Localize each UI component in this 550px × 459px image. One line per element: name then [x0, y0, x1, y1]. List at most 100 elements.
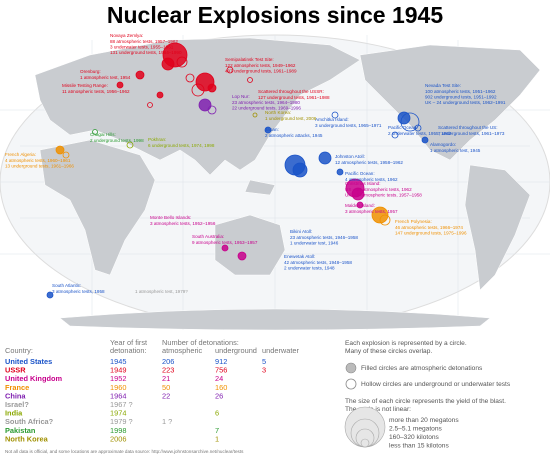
test-site-circle — [336, 168, 344, 176]
annotation-line: South Australia: — [192, 234, 224, 239]
annotation-line: 100 atmospheric tests, 1951–1962 — [425, 89, 496, 94]
table-cell: 21 — [162, 374, 170, 383]
annotation-line: 122 atmospheric tests, 1949–1962 — [225, 63, 296, 68]
annotation-line: 3 underground tests, 1965–1971 — [315, 123, 382, 128]
test-site-circle — [92, 129, 98, 135]
test-site-circle — [237, 251, 247, 261]
legend-text: more than 20 megatons — [389, 417, 459, 424]
table-cell: 26 — [215, 391, 223, 400]
legend-text: Hollow circles are underground or underw… — [361, 381, 511, 388]
annotation-line: 23 atmospheric tests, 1946–1958 — [290, 235, 358, 240]
annotation-line: 1 underground test, 2006 — [265, 116, 317, 121]
test-site-circle — [226, 66, 234, 74]
title: Nuclear Explosions since 1945 — [107, 2, 443, 28]
test-site-circle — [356, 201, 364, 209]
annotation-line: Scattered throughout the US: — [438, 125, 498, 130]
annotation-line: 22 underground tests, 1969–1996 — [232, 105, 301, 110]
annotation-line: Pacific Ocean: — [388, 125, 418, 130]
table-cell: 6 — [215, 409, 219, 418]
annotation-line: North Korea: — [265, 110, 291, 115]
annotation-line: 2 underwater tests, 1948 — [284, 265, 335, 270]
table-header: atmospheric — [162, 346, 203, 355]
test-site-circle — [391, 131, 399, 139]
annotation-line: Novaya Zemlya: — [110, 33, 143, 38]
test-site-circle — [421, 136, 429, 144]
table-cell: China — [5, 391, 26, 400]
annotation-line: Chagai Hills: — [90, 132, 116, 137]
test-site-circle — [371, 206, 389, 224]
table-cell: 1974 — [110, 409, 126, 418]
legend-size-circle — [360, 438, 370, 448]
annotation-line: Johnston Atoll: — [335, 154, 365, 159]
annotation-line: UK – 6 atmospheric tests, 1957–1958 — [345, 192, 422, 197]
test-site-circle — [46, 291, 54, 299]
annotation-line: 1 atmospheric test, 1979? — [135, 289, 188, 294]
annotation-line: 6 underground tests, 1974, 1998 — [148, 143, 215, 148]
test-site-circle — [198, 98, 212, 112]
annotation-line: 13 underground tests, 1961–1966 — [5, 163, 74, 168]
table-cell: USSR — [5, 366, 26, 375]
table-cell: 7 — [215, 426, 219, 435]
table-header: underwater — [262, 346, 300, 355]
annotation-line: 2 underwater tests, 1955, 1962 — [388, 131, 452, 136]
annotation-line: Scattered throughout the USSR: — [258, 89, 324, 94]
table-cell: 1967 ? — [110, 400, 133, 409]
annotation-line: 2 underground tests, 1998 — [90, 138, 144, 143]
test-site-circle — [156, 91, 164, 99]
annotation-line: 11 atmospheric tests, 1956–1962 — [62, 89, 130, 94]
annotation-line: Monte Bello Islands: — [150, 215, 191, 220]
test-site-circle — [135, 70, 145, 80]
legend-text: Filled circles are atmospheric detonatio… — [361, 365, 483, 372]
test-site-circle — [414, 124, 422, 132]
table-cell: 756 — [215, 366, 227, 375]
table-cell: 22 — [162, 391, 170, 400]
table-cell: 2006 — [110, 434, 126, 443]
annotation-line: 147 underground tests, 1975–1996 — [395, 230, 467, 235]
annotation-line: 3 atmospheric tests, 1952–1956 — [150, 221, 216, 226]
test-site-circle — [185, 73, 195, 83]
annotation-line: French Algeria: — [5, 152, 36, 157]
table-cell: 5 — [262, 357, 266, 366]
test-site-circle — [264, 126, 272, 134]
table-cell: 1 ? — [162, 417, 172, 426]
table-cell: Pakistan — [5, 426, 36, 435]
annotation-line: Bikini Atoll: — [290, 229, 312, 234]
annotation-line: 127 underground tests, 1961–1988 — [258, 95, 330, 100]
test-site-circle — [221, 244, 229, 252]
table-header: Number of detonations: — [162, 338, 239, 347]
annotation-line: 7 underground tests, 1961–1973 — [438, 131, 505, 136]
table-header: underground — [215, 346, 257, 355]
annotation-line: Nevada Test Site: — [425, 83, 461, 88]
legend-text: 160–320 kilotons — [389, 434, 440, 441]
annotation-line: Missile Testing Range: — [62, 83, 108, 88]
table-cell: 160 — [215, 383, 227, 392]
table-cell: United States — [5, 357, 52, 366]
test-site-circle — [351, 187, 365, 201]
test-site-circle — [318, 151, 332, 165]
table-cell: France — [5, 383, 29, 392]
annotation-line: Orenburg: — [80, 69, 101, 74]
annotation-line: Lop Nur: — [232, 94, 250, 99]
table-cell: 1945 — [110, 357, 126, 366]
table-cell: 24 — [215, 374, 223, 383]
annotation-line: Japan: — [265, 127, 279, 132]
test-site-circle — [247, 77, 253, 83]
table-cell: Israel? — [5, 400, 29, 409]
annotation-line: 902 underground tests, 1951–1992 — [425, 94, 497, 99]
annotation-line: 1 underwater test, 1946 — [290, 240, 339, 245]
annotation-line: Pacific Ocean: — [345, 171, 375, 176]
table-cell: South Africa? — [5, 417, 54, 426]
annotation-line: 3 atmospheric tests, 1958 — [52, 289, 105, 294]
test-site-circle — [126, 141, 134, 149]
table-cell: 1998 — [110, 426, 126, 435]
annotation-line: 3 underwater tests, 1955–1961 — [110, 44, 174, 49]
legend-text: Each explosion is represented by a circl… — [345, 340, 467, 347]
table-cell: 1964 — [110, 391, 126, 400]
table-cell: 1949 — [110, 366, 126, 375]
annotation-line: UK – 24 underground tests, 1962–1991 — [425, 100, 506, 105]
annotation-line: Enewetak Atoll: — [284, 254, 315, 259]
annotation-line: 4 atmospheric tests, 1960–1961 — [5, 158, 71, 163]
annotation-line: 42 atmospheric tests, 1948–1958 — [284, 260, 352, 265]
annotation-line: 1 atmospheric test, 1945 — [430, 148, 481, 153]
